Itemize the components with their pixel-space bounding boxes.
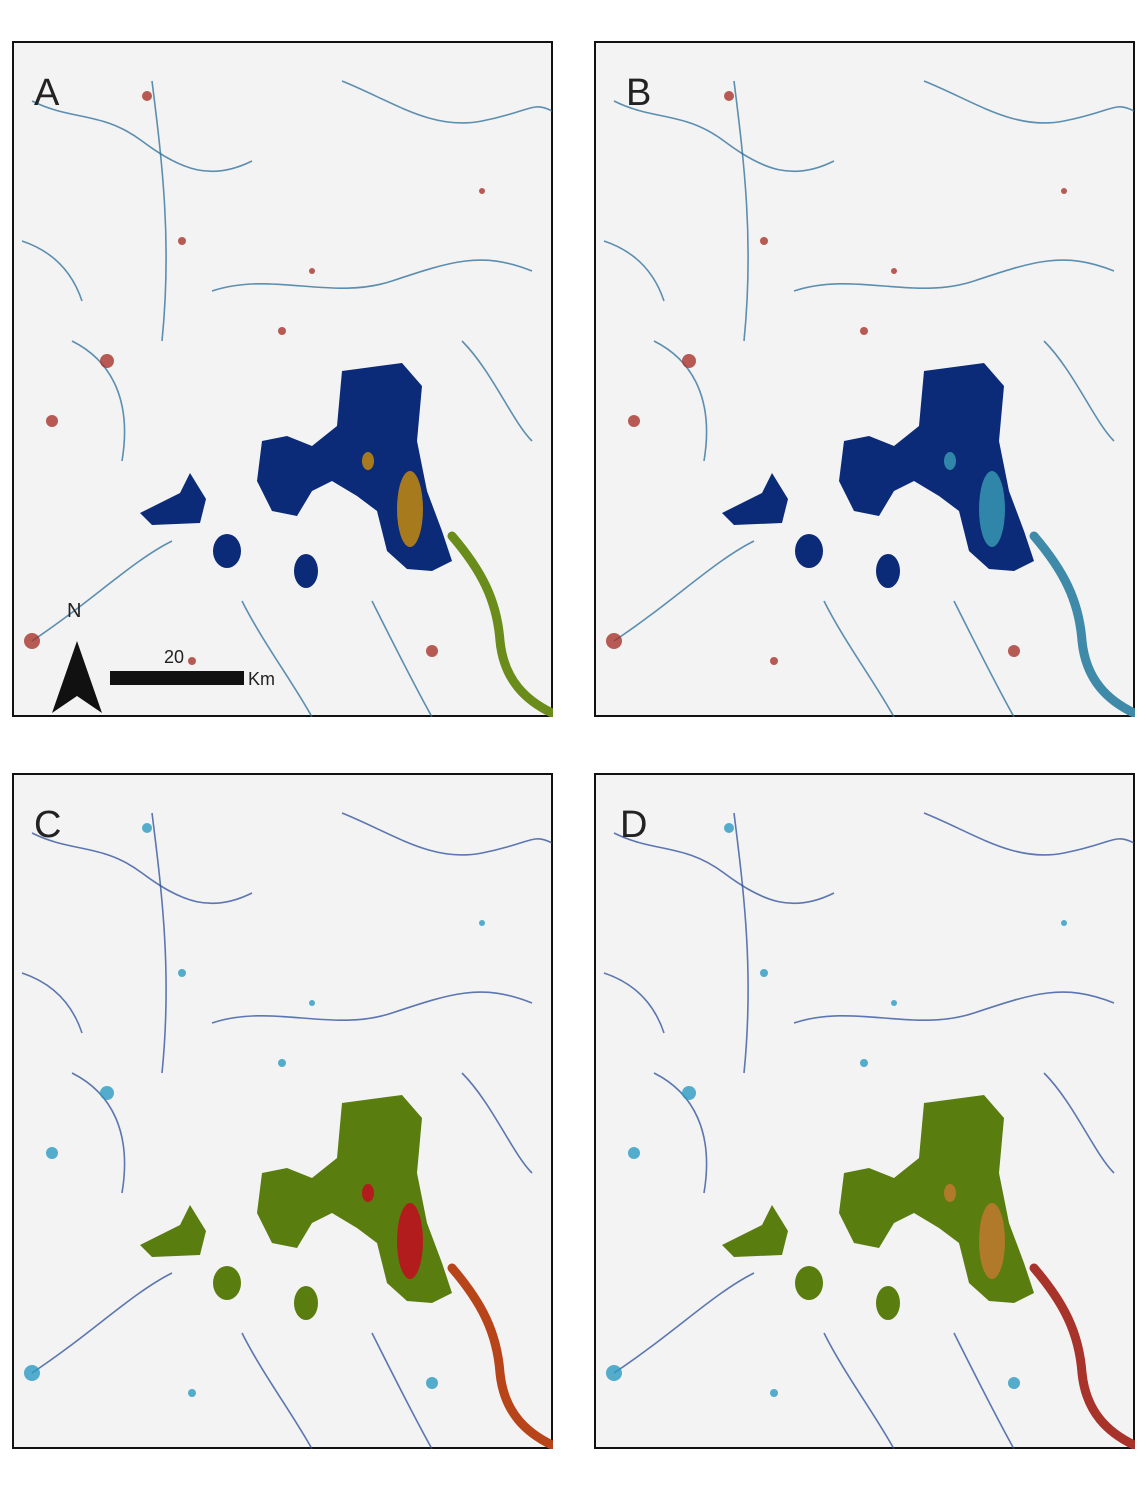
panel-frame [13,42,552,716]
panel-frame [13,774,552,1448]
scale-bar [110,671,244,685]
north-label: N [67,600,81,622]
panel-frame [595,774,1134,1448]
map-panel: D [594,773,1135,1449]
panel-label: C [34,804,61,846]
panel-label: A [34,72,60,114]
map-panel: B [594,41,1135,717]
map-panel: C [12,773,553,1449]
panel-frame [595,42,1134,716]
map-panel: A N 20 Km [12,41,553,717]
panel-label: D [620,804,647,846]
scale-unit: Km [248,669,275,689]
panel-label: B [626,72,651,114]
scale-value: 20 [164,647,184,667]
figure: A N 20 Km B C D [0,0,1146,1486]
